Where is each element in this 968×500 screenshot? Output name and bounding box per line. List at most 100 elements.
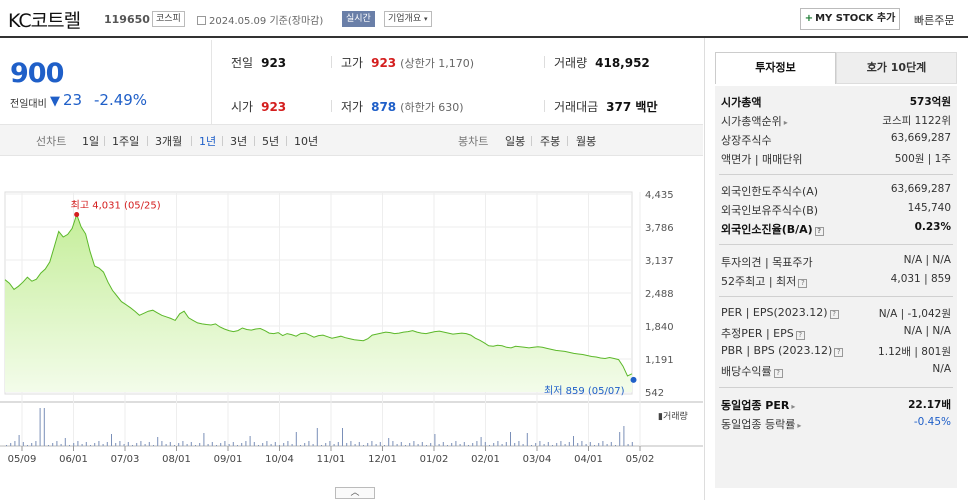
tab-orderbook[interactable]: 호가 10단계 — [836, 52, 957, 84]
volume-bar — [178, 443, 180, 446]
volume-bar — [342, 428, 343, 446]
volume-bar — [459, 444, 461, 446]
row-52week: 52주최고 | 최저? 4,031 | 859 — [721, 273, 951, 291]
volume-bar — [22, 442, 24, 446]
candle-daily[interactable]: 일봉 — [505, 135, 526, 148]
volume-bar — [321, 445, 322, 446]
period-3y[interactable]: 3년 — [230, 135, 248, 148]
volume-bar — [123, 444, 125, 446]
investment-panel: 투자정보 호가 10단계 시가총액 573억원 시가총액순위 ▸ 코스피 1122위 … — [704, 38, 968, 500]
volume-bar — [18, 435, 20, 446]
market-badge: 코스피 — [152, 11, 185, 27]
label: 상장주식수 — [721, 134, 772, 147]
value: N/A | -1,042원 — [878, 308, 951, 320]
value: 4,031 | 859 — [890, 273, 951, 285]
volume-bar — [573, 436, 574, 446]
help-icon[interactable]: ? — [798, 279, 808, 288]
help-icon[interactable]: ? — [773, 369, 783, 378]
volume-bar — [476, 441, 478, 446]
realtime-badge[interactable]: 실시간 — [342, 11, 375, 27]
divider — [331, 56, 332, 68]
volume-bar — [615, 445, 616, 446]
volume-bar — [623, 426, 625, 446]
add-mystock-button[interactable]: + MY STOCK 추가 — [800, 8, 900, 30]
period-1d[interactable]: 1일 — [82, 135, 100, 148]
volume-bar — [144, 444, 146, 446]
volume-bar — [531, 445, 532, 446]
period-3m[interactable]: 3개월 — [155, 135, 183, 148]
row-industry-change[interactable]: 동일업종 등락률 ▸ -0.45% — [721, 416, 951, 434]
volume-bar — [577, 443, 579, 446]
x-axis-ticks: 05/09 06/01 07/03 08/01 09/01 10/04 11/01 12/01… — [8, 454, 655, 465]
row-market-cap-rank[interactable]: 시가총액순위 ▸ 코스피 1122위 — [721, 113, 951, 131]
row-pbr: PBR | BPS (2023.12)? 1.12배 | 801원 — [721, 344, 951, 362]
volume-bar — [631, 442, 633, 446]
period-10y[interactable]: 10년 — [294, 135, 319, 148]
volume-bar — [447, 445, 448, 446]
high-marker — [74, 212, 80, 218]
upper-limit: (상한가 1,170) — [400, 57, 475, 70]
help-icon[interactable]: ? — [829, 310, 839, 319]
period-1w[interactable]: 1주일 — [112, 135, 140, 148]
x-tick-label: 02/01 — [471, 454, 500, 465]
volume-bar — [392, 441, 394, 446]
volume-bar — [426, 445, 427, 446]
label: 시가총액 — [721, 96, 762, 109]
candle-monthly[interactable]: 월봉 — [576, 135, 597, 148]
period-5y[interactable]: 5년 — [262, 135, 280, 148]
y-axis-ticks: 4,435 3,786 3,137 2,488 1,840 1,191 542 — [645, 190, 674, 399]
chart-collapse-button[interactable]: ︿ — [335, 487, 375, 499]
volume-bar — [384, 445, 385, 446]
volume-bar — [627, 444, 629, 446]
help-icon[interactable]: ? — [795, 331, 805, 340]
divider — [544, 100, 545, 112]
volume-bar — [186, 444, 188, 446]
volume-bar — [585, 444, 587, 446]
chart-markers: 최고 4,031 (05/25) 최저 859 (05/07) — [71, 200, 637, 397]
row-industry-per[interactable]: 동일업종 PER ▸ 22.17배 — [721, 397, 951, 415]
quick-order-link[interactable]: 빠른주문 — [914, 14, 955, 27]
x-tick-label: 01/02 — [420, 454, 449, 465]
label: 투자의견 | 목표주가 — [721, 256, 813, 269]
stat-volume-value: 418,952 — [595, 56, 650, 70]
x-tick-label: 12/01 — [368, 454, 397, 465]
volume-bar — [199, 443, 201, 446]
label: 외국인보유주식수(B) — [721, 204, 819, 217]
volume-bar — [594, 445, 595, 446]
help-icon[interactable]: ? — [814, 227, 824, 236]
candle-weekly[interactable]: 주봉 — [540, 135, 561, 148]
chevron-up-icon: ︿ — [350, 488, 360, 498]
lower-limit: (하한가 630) — [400, 101, 464, 114]
volume-bar — [463, 442, 465, 446]
value: 22.17배 — [908, 399, 951, 411]
period-1y[interactable]: 1년 — [199, 135, 217, 148]
company-overview-button[interactable]: 기업개요 ▾ — [384, 11, 432, 27]
label: 외국인한도주식수(A) — [721, 185, 819, 198]
volume-bar — [69, 445, 70, 446]
volume-bar — [568, 442, 570, 446]
volume-bar — [245, 441, 247, 446]
label-wrap: PBR | BPS (2023.12)? — [721, 344, 844, 357]
period-bar: 선차트 1일 1주일 3개월 1년 3년 5년 10년 봉차트 일봉 주봉 월봉 — [0, 124, 703, 156]
volume-bar — [333, 444, 335, 446]
volume-bar — [396, 444, 398, 446]
label: PBR | BPS (2023.12) — [721, 344, 833, 357]
volume-bar — [451, 443, 453, 446]
volume-bar — [190, 442, 192, 446]
label: 시가총액순위 — [721, 115, 782, 128]
value: 145,740 — [907, 202, 951, 214]
volume-legend: ▮거래량 — [658, 410, 688, 422]
volume-bar — [169, 442, 171, 446]
divider — [147, 136, 148, 146]
volume-bars: ▮거래량 — [6, 408, 688, 446]
volume-bar — [367, 443, 369, 446]
label: 동일업종 PER — [721, 399, 790, 412]
volume-bar — [547, 442, 549, 446]
y-tick-label: 1,191 — [645, 355, 674, 366]
row-foreign-rate: 외국인소진율(B/A)? 0.23% — [721, 221, 951, 239]
value: N/A — [932, 363, 951, 375]
help-icon[interactable]: ? — [834, 348, 844, 357]
tab-invest-info[interactable]: 투자정보 — [715, 52, 836, 84]
volume-bar — [279, 445, 280, 446]
